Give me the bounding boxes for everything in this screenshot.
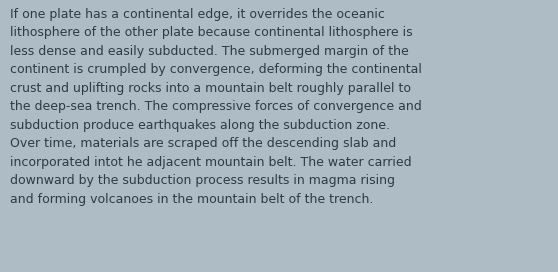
Text: If one plate has a continental edge, it overrides the oceanic
lithosphere of the: If one plate has a continental edge, it … <box>10 8 422 206</box>
